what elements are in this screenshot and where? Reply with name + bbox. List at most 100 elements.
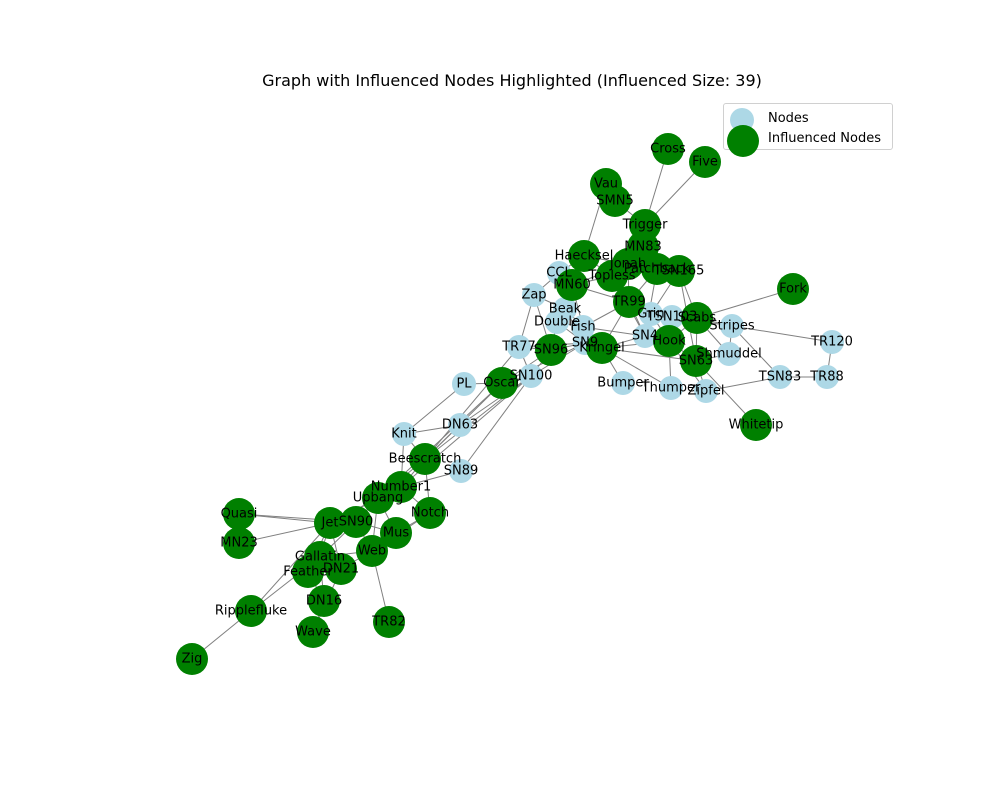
node-Scabs [681, 302, 713, 334]
node-label-Topless: Topless [587, 269, 635, 284]
node-Quasi [223, 498, 255, 530]
node-label-Jet: Jet [321, 516, 339, 531]
node-SN90 [340, 506, 372, 538]
node-label-Wave: Wave [295, 625, 331, 640]
node-label-Bumper: Bumper [597, 376, 649, 391]
node-label-Jonah: Jonah [609, 257, 646, 272]
node-label-Feather: Feather [283, 565, 333, 580]
node-label-Hook: Hook [652, 334, 686, 349]
edge-TSN83-Zipfel [705, 376, 781, 392]
node-label-SMN5: SMN5 [596, 194, 633, 209]
node-DN21 [325, 553, 357, 585]
label-layer: Cross Five Vau SMN5 Trigger MN83 HaeckselJonah… [182, 142, 853, 667]
node-label-Web: Web [358, 544, 386, 559]
node-Haecksel [568, 240, 600, 272]
node-label-TR77: TR77 [501, 340, 536, 355]
node-label-SN9: SN9 [572, 336, 598, 351]
node-TSN165 [663, 255, 695, 287]
node-Notch [414, 497, 446, 529]
node-label-DN16: DN16 [306, 594, 342, 609]
node-PL [452, 372, 476, 396]
node-layer [176, 133, 844, 675]
node-label-Beak: Beak [549, 302, 582, 317]
node-label-TR88: TR88 [809, 370, 844, 385]
legend-label-nodes: Nodes [768, 111, 809, 126]
node-label-Cross: Cross [650, 142, 686, 157]
node-label-Grin: Grin [637, 307, 664, 322]
node-label-Beescratch: Beescratch [389, 452, 462, 467]
node-Kringel [586, 332, 618, 364]
node-Beescratch [409, 443, 441, 475]
node-Whitetip [740, 409, 772, 441]
node-label-Shmuddel: Shmuddel [696, 347, 762, 362]
node-label-Zig: Zig [182, 652, 203, 667]
node-Zap [522, 283, 546, 307]
node-TSN83 [768, 365, 792, 389]
node-Oscar [486, 367, 518, 399]
node-label-Number1: Number1 [371, 480, 432, 495]
node-DN63 [448, 413, 472, 437]
legend-item-influenced: Influenced Nodes [724, 125, 892, 157]
node-MN23 [223, 527, 255, 559]
node-label-TR99: TR99 [611, 295, 646, 310]
node-Web [356, 535, 388, 567]
node-Feather [292, 556, 324, 588]
node-label-TSN83: TSN83 [758, 370, 801, 385]
node-label-TR120: TR120 [810, 335, 853, 350]
node-label-Thumper: Thumper [641, 381, 701, 396]
node-label-Zap: Zap [521, 288, 546, 303]
node-label-SN100: SN100 [510, 369, 553, 384]
node-MN60 [556, 269, 588, 301]
node-label-Vau: Vau [594, 177, 618, 192]
node-label-DN21: DN21 [323, 562, 359, 577]
node-label-TSN165: TSN165 [653, 264, 705, 279]
node-SN100 [519, 364, 543, 388]
node-label-Fork: Fork [779, 282, 807, 297]
node-label-Mus: Mus [383, 526, 409, 541]
node-Knit [392, 422, 416, 446]
node-Bumper [611, 371, 635, 395]
node-label-MN83: MN83 [624, 240, 661, 255]
node-Topless [596, 260, 628, 292]
node-label-SN90: SN90 [339, 515, 374, 530]
node-Jet [314, 507, 346, 539]
node-label-Fish: Fish [570, 320, 595, 335]
node-SMN5 [599, 185, 631, 217]
edge-Ripplefluke-Jet [250, 522, 331, 612]
node-label-TR82: TR82 [371, 615, 406, 630]
node-label-SN4: SN4 [632, 329, 658, 344]
node-DN16 [308, 585, 340, 617]
node-TR99 [613, 286, 645, 318]
node-label-PL: PL [456, 377, 472, 392]
node-label-Stripes: Stripes [709, 319, 755, 334]
node-label-Scabs: Scabs [678, 311, 717, 326]
node-Zig [176, 643, 208, 675]
node-label-Kringel: Kringel [579, 341, 625, 356]
node-Fork [777, 273, 809, 305]
legend-marker-influenced [727, 125, 759, 157]
node-Shmuddel [717, 342, 741, 366]
node-Grin [639, 302, 663, 326]
node-TR88 [815, 365, 839, 389]
node-Thumper [659, 376, 683, 400]
node-SN63 [680, 345, 712, 377]
node-label-CCL: CCL [546, 266, 572, 281]
node-TSN103 [660, 305, 684, 329]
node-label-SN96: SN96 [534, 343, 569, 358]
node-label-Whitetip: Whitetip [729, 418, 784, 433]
graph-title: Graph with Influenced Nodes Highlighted … [262, 71, 762, 90]
legend-label-influenced: Influenced Nodes [768, 131, 881, 146]
node-label-SN63: SN63 [679, 354, 714, 369]
edge-SN89-SN100 [460, 375, 532, 472]
edge-layer [191, 148, 833, 660]
node-Upbang [362, 482, 394, 514]
node-Five [689, 146, 721, 178]
node-label-DN63: DN63 [442, 418, 478, 433]
node-label-Knit: Knit [391, 427, 416, 442]
edge-DN63-SN100 [459, 375, 532, 426]
node-label-Zipfel: Zipfel [688, 384, 725, 399]
node-label-SN89: SN89 [444, 464, 479, 479]
node-label-MN23: MN23 [220, 536, 257, 551]
node-Hook [653, 325, 685, 357]
